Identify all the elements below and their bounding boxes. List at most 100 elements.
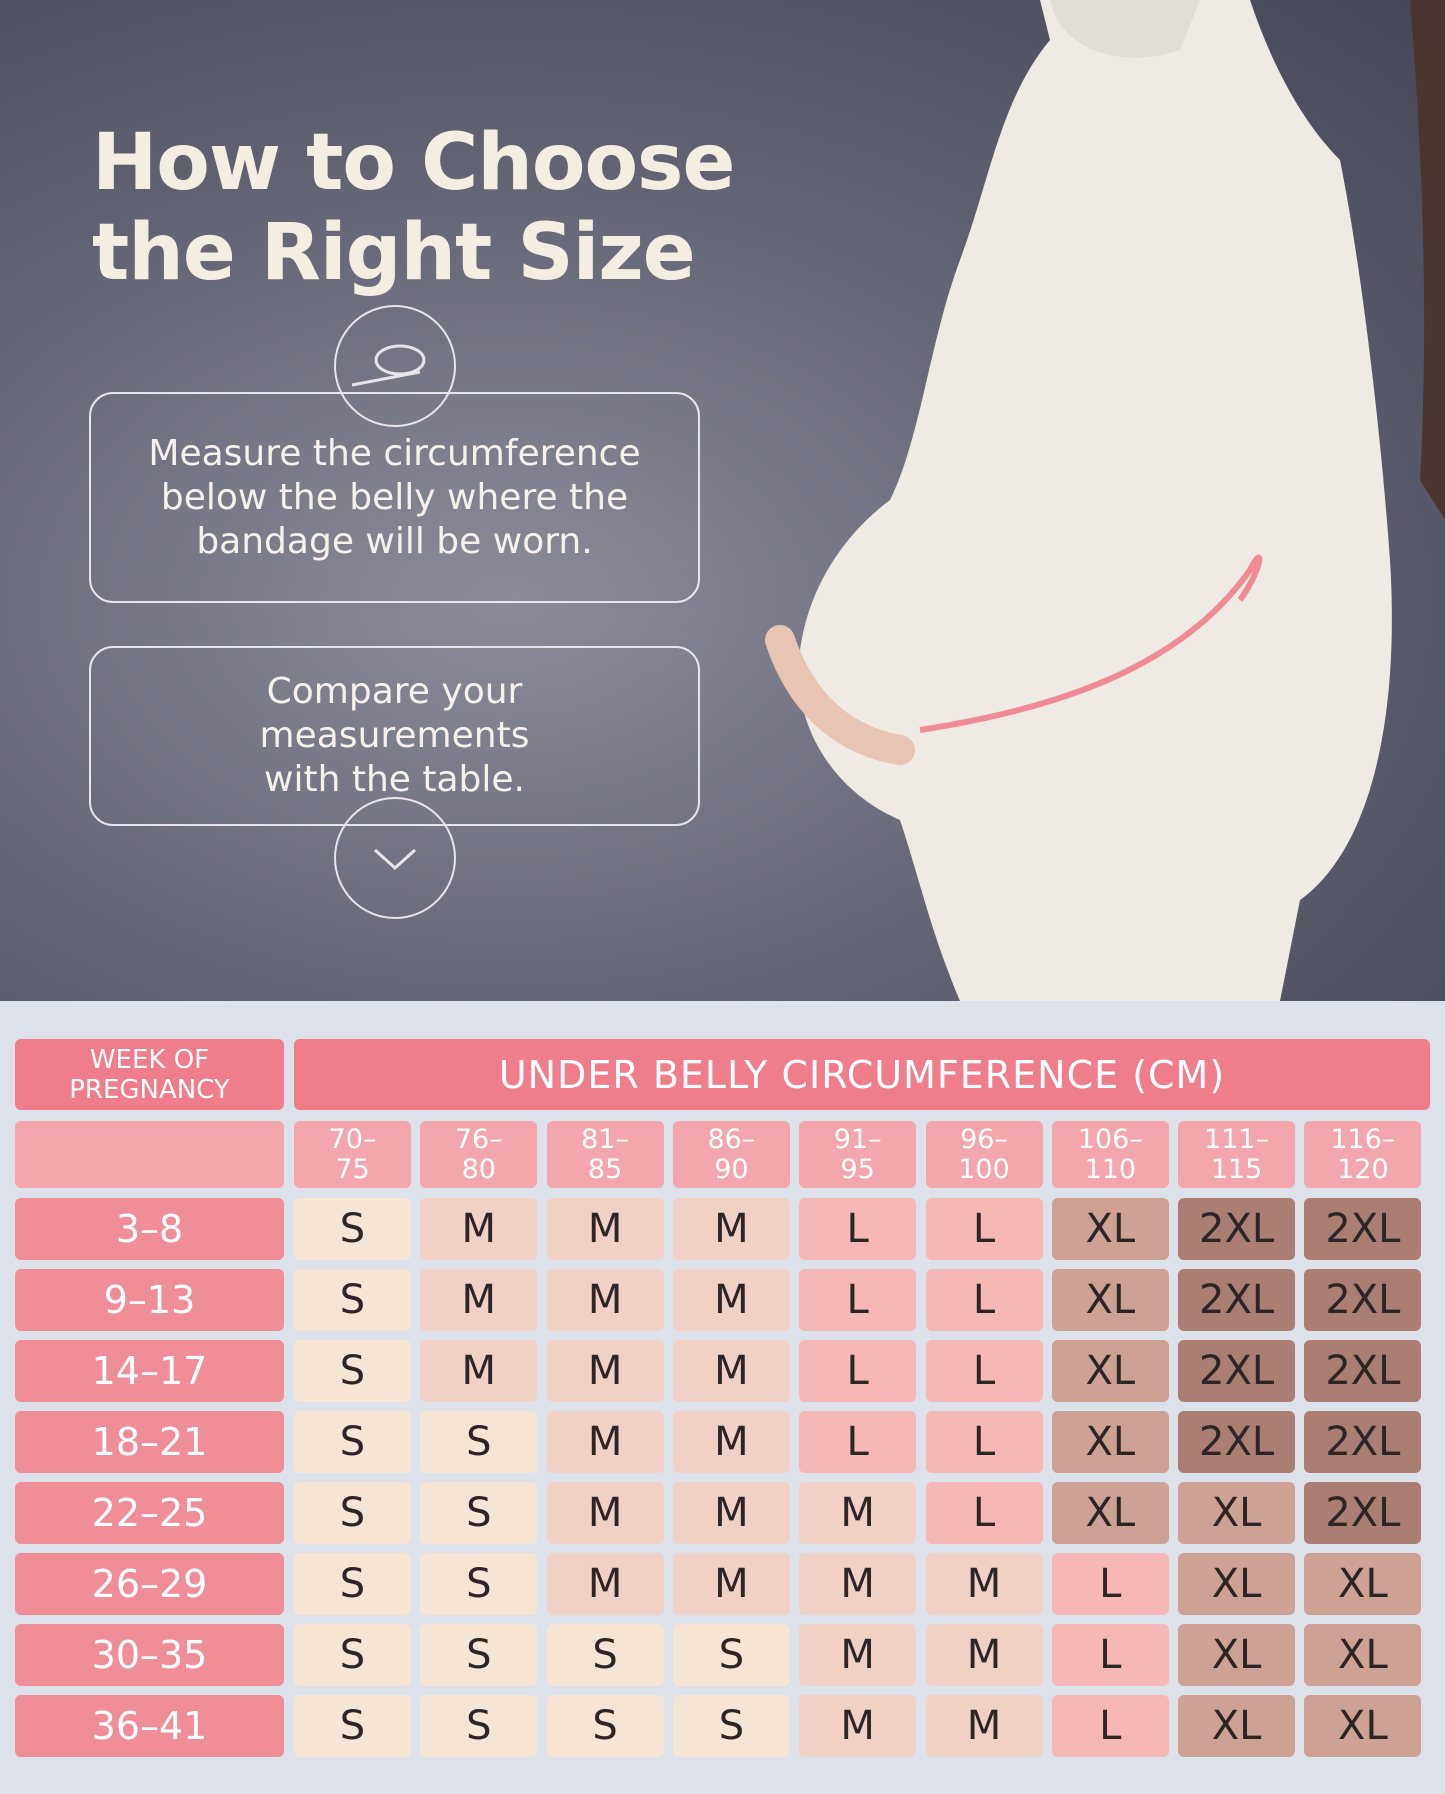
measure-line [919,554,1263,733]
size-cell: L [799,1269,917,1331]
title: How to Choose the Right Size [92,118,735,298]
tape-icon-ring [334,305,456,427]
size-cell: XL [1178,1482,1296,1544]
size-cell: L [925,1269,1043,1331]
size-cell: L [799,1411,917,1473]
tape-icon [374,344,426,376]
size-cell: S [420,1411,538,1473]
blank-cell [15,1121,284,1188]
size-cell: M [546,1198,664,1260]
size-cell: XL [1051,1482,1169,1544]
week-label: 22–25 [15,1482,284,1544]
week-header: WEEK OF PREGNANCY [15,1039,284,1110]
size-cell: M [420,1269,538,1331]
column-header: 116–120 [1304,1121,1422,1188]
size-cell: M [672,1553,790,1615]
size-cell: XL [1304,1553,1422,1615]
column-header: 106–110 [1051,1121,1169,1188]
size-cell: M [546,1482,664,1544]
size-cell: L [1051,1553,1169,1615]
size-cell: XL [1178,1695,1296,1757]
hair [1410,0,1445,520]
size-cell: M [546,1269,664,1331]
size-cell: 2XL [1304,1340,1422,1402]
size-cell: M [925,1695,1043,1757]
size-cell: M [799,1624,917,1686]
size-cell: XL [1051,1340,1169,1402]
size-cell: 2XL [1304,1482,1422,1544]
size-cell: S [420,1624,538,1686]
week-label: 14–17 [15,1340,284,1402]
column-header: 86–90 [672,1121,790,1188]
size-cell: XL [1178,1553,1296,1615]
size-cell: M [799,1553,917,1615]
step-box: Measure the circumference below the bell… [89,392,700,603]
size-cell: M [546,1553,664,1615]
size-cell: L [925,1411,1043,1473]
size-cell: S [672,1624,790,1686]
size-cell: M [672,1198,790,1260]
size-cell: S [420,1695,538,1757]
column-header: 81–85 [546,1121,664,1188]
size-cell: 2XL [1178,1411,1296,1473]
column-header: 111–115 [1178,1121,1296,1188]
size-cell: 2XL [1304,1411,1422,1473]
week-label: 36–41 [15,1695,284,1757]
arrow-icon-ring [334,797,456,919]
size-cell: 2XL [1178,1269,1296,1331]
week-label: 26–29 [15,1553,284,1615]
size-cell: 2XL [1178,1198,1296,1260]
size-cell: S [672,1695,790,1757]
column-header: 96–100 [925,1121,1043,1188]
column-header: 76–80 [420,1121,538,1188]
size-cell: XL [1051,1198,1169,1260]
size-cell: S [294,1553,411,1615]
size-cell: S [420,1482,538,1544]
size-cell: 2XL [1178,1340,1296,1402]
size-cell: M [672,1411,790,1473]
size-cell: S [294,1340,411,1402]
size-cell: L [925,1340,1043,1402]
size-cell: M [420,1198,538,1260]
size-cell: XL [1051,1269,1169,1331]
size-cell: M [799,1482,917,1544]
size-cell: M [546,1340,664,1402]
size-cell: S [294,1198,411,1260]
size-cell: S [546,1695,664,1757]
size-cell: S [294,1695,411,1757]
hand [765,625,915,765]
column-header: 70–75 [294,1121,411,1188]
size-cell: M [546,1411,664,1473]
week-label: 30–35 [15,1624,284,1686]
size-cell: M [925,1553,1043,1615]
dress [798,0,1392,1001]
week-label: 9–13 [15,1269,284,1331]
size-cell: XL [1051,1411,1169,1473]
column-header: 91–95 [799,1121,917,1188]
size-cell: 2XL [1304,1269,1422,1331]
size-cell: L [799,1198,917,1260]
size-cell: S [420,1553,538,1615]
size-cell: M [799,1695,917,1757]
hero: How to Choose the Right Size Measure the… [0,0,1445,1001]
size-cell: L [1051,1695,1169,1757]
size-cell: L [925,1482,1043,1544]
model-illustration [334,0,1445,1001]
size-cell: L [925,1198,1043,1260]
step-box: Compare your measurements with the table… [89,646,700,826]
size-cell: XL [1304,1624,1422,1686]
arrow-icon [373,848,417,871]
size-cell: S [546,1624,664,1686]
size-cell: S [294,1482,411,1544]
size-cell: XL [1178,1624,1296,1686]
size-cell: S [294,1411,411,1473]
circumference-header: UNDER BELLY CIRCUMFERENCE (CM) [294,1039,1430,1110]
neckline [1050,0,1200,58]
size-cell: L [799,1340,917,1402]
size-cell: XL [1304,1695,1422,1757]
size-cell: M [672,1482,790,1544]
size-cell: M [672,1269,790,1331]
week-label: 18–21 [15,1411,284,1473]
week-label: 3–8 [15,1198,284,1260]
